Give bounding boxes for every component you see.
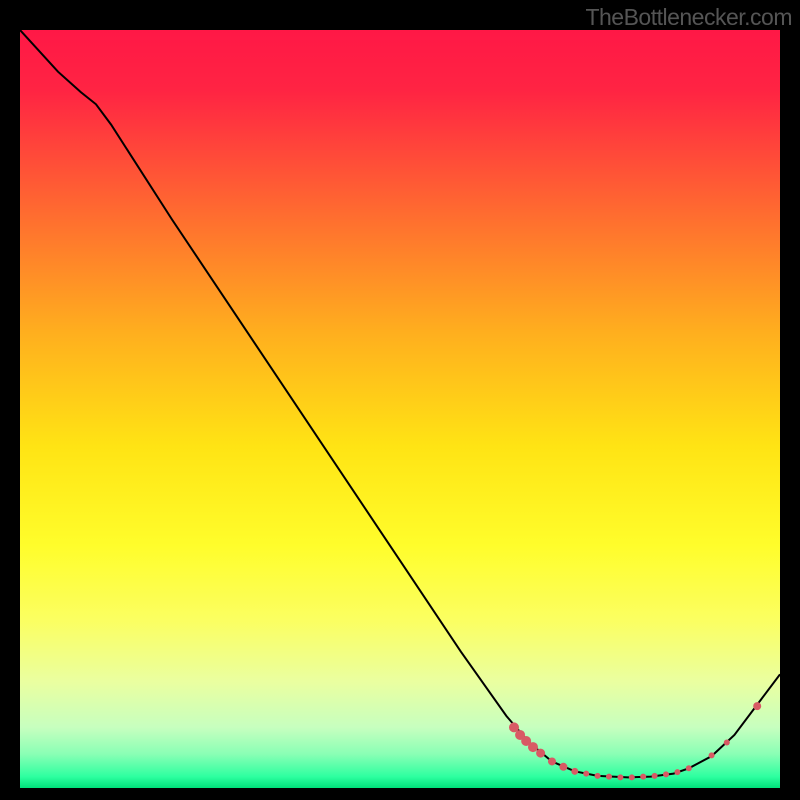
marker-point (583, 771, 589, 777)
marker-point (663, 771, 669, 777)
gradient-background (20, 30, 780, 788)
marker-point (629, 774, 635, 780)
marker-point (640, 774, 646, 780)
attribution-text: TheBottlenecker.com (585, 4, 792, 31)
marker-point (595, 773, 601, 779)
marker-point (528, 742, 538, 752)
marker-point (674, 769, 680, 775)
marker-point (709, 752, 715, 758)
plot-area (20, 30, 780, 788)
marker-point (686, 765, 692, 771)
marker-point (652, 773, 658, 779)
marker-point (724, 740, 730, 746)
marker-point (536, 749, 545, 758)
marker-point (617, 774, 623, 780)
chart-container: TheBottlenecker.com (0, 0, 800, 800)
marker-point (548, 757, 556, 765)
chart-svg (20, 30, 780, 788)
marker-point (559, 763, 567, 771)
marker-point (571, 768, 578, 775)
marker-point (753, 702, 761, 710)
marker-point (606, 774, 612, 780)
